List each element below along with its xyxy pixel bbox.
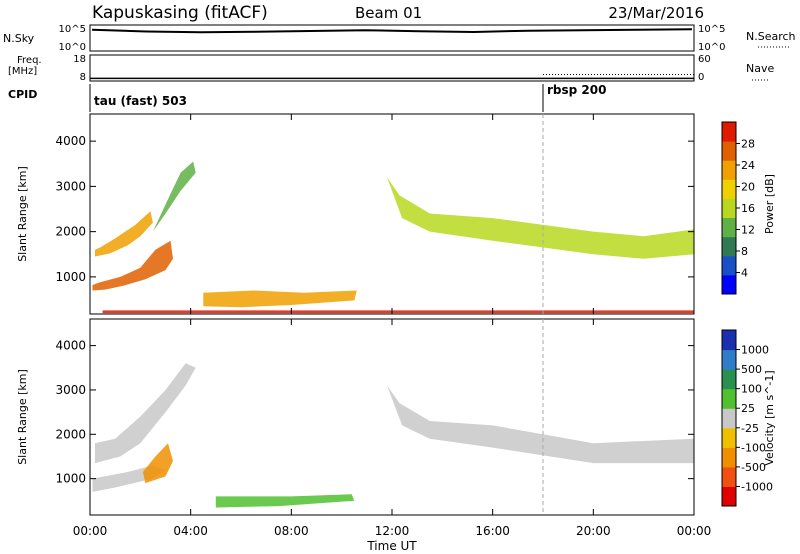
colorbar-frame (721, 329, 737, 507)
colorbar-tick-label: -500 (741, 461, 766, 474)
scatter-region-morning-grey-band (95, 363, 196, 464)
colorbar-tick-label: 20 (741, 181, 755, 194)
time-axis-label: Time UT (366, 539, 417, 553)
colorbar-segment (722, 179, 736, 199)
nsearch-label: N.Search (746, 30, 796, 43)
velocity-colorbar-label: Velocity [m s^-1] (763, 370, 776, 465)
scatter-region-morning-high-range (152, 161, 196, 232)
nsky-label: N.Sky (3, 32, 35, 45)
cpid-label: CPID (8, 88, 37, 101)
colorbar-tick-label: -100 (741, 441, 766, 454)
colorbar-segment (722, 427, 736, 448)
colorbar-tick-label: 8 (741, 245, 748, 258)
scatter-region-afternoon-grey-band (387, 385, 694, 464)
colorbar-segment (722, 122, 736, 142)
time-tick-label: 04:00 (173, 524, 208, 538)
scatter-region-midday-e-region (203, 290, 357, 308)
power-colorbar-label: Power [dB] (763, 174, 776, 234)
colorbar-tick-label: -1000 (741, 480, 773, 493)
velocity-colorbar: -1000 -500 -100 -25 25 100 500 1000 (721, 329, 773, 507)
colorbar-segment (722, 466, 736, 487)
beam-label: Beam 01 (355, 4, 422, 22)
time-tick-label: 00:00 (677, 524, 712, 538)
time-tick-label: 20:00 (576, 524, 611, 538)
colorbar-tick-label: 28 (741, 138, 755, 151)
colorbar-tick-label: 500 (741, 363, 762, 376)
colorbar-segment (722, 274, 736, 295)
colorbar-tick-label: 4 (741, 267, 748, 280)
date-label: 23/Mar/2016 (608, 4, 704, 22)
nsky-panel-frame (89, 24, 695, 52)
freq-label-2: [MHz] (8, 66, 37, 77)
nave-label: Nave (746, 62, 774, 75)
cpid-program-2: rbsp 200 (547, 83, 606, 97)
colorbar-segment (722, 369, 736, 390)
colorbar-tick-label: 1000 (741, 344, 769, 357)
colorbar-tick-label: 12 (741, 224, 755, 237)
colorbar-tick-label: 25 (741, 402, 755, 415)
colorbar-segment (722, 160, 736, 180)
colorbar-segment (722, 217, 736, 238)
colorbar-tick-label: 24 (741, 159, 755, 172)
y-tick-label: 3000 (55, 179, 86, 193)
colorbar-segment (722, 388, 736, 409)
y-tick-label: 4000 (55, 339, 86, 353)
station-title: Kapuskasing (fitACF) (92, 3, 268, 23)
scatter-region-morning-lower-band (92, 240, 173, 291)
scatter-region-morning-upper-band (95, 211, 153, 257)
colorbar-segment (722, 349, 736, 370)
nsky-right-tick-bottom: 10^0 (698, 42, 725, 53)
colorbar-tick-label: 16 (741, 202, 755, 215)
power-ylabel: Slant Range [km] (16, 166, 29, 262)
colorbar-segment (722, 141, 736, 161)
colorbar-segment (722, 198, 736, 218)
scatter-region-afternoon-band (387, 177, 694, 259)
colorbar-segment (722, 255, 736, 276)
colorbar-segment (722, 486, 736, 507)
colorbar-tick-label: -25 (741, 422, 759, 435)
velocity-scatter-regions (92, 363, 694, 508)
freq-label-1: Freq. (17, 55, 42, 66)
time-tick-label: 12:00 (375, 524, 410, 538)
time-tick-label: 08:00 (274, 524, 309, 538)
freq-right-tick-top: 60 (698, 54, 711, 65)
velocity-panel-frame (89, 318, 695, 516)
scatter-region-morning-orange-patch (142, 443, 173, 484)
power-scatter-regions (92, 161, 695, 314)
time-tick-label: 16:00 (475, 524, 510, 538)
y-tick-label: 3000 (55, 383, 86, 397)
y-tick-label: 2000 (55, 225, 86, 239)
velocity-ylabel: Slant Range [km] (16, 369, 29, 465)
y-tick-label: 1000 (55, 270, 86, 284)
y-tick-label: 1000 (55, 472, 86, 486)
nsky-left-tick-bottom: 10^0 (59, 42, 86, 53)
power-panel-frame (89, 113, 695, 315)
velocity-y-ticks: 1000 2000 3000 4000 (55, 339, 694, 486)
power-colorbar: 4 8 12 16 20 24 28 (721, 121, 755, 295)
colorbar-segment (722, 408, 736, 429)
colorbar-tick-label: 100 (741, 383, 762, 396)
scatter-region-ground-scatter-floor (102, 310, 695, 314)
power-y-ticks: 1000 2000 3000 4000 (55, 134, 694, 284)
colorbar-segment (722, 447, 736, 468)
nsky-right-tick-top: 10^5 (698, 24, 725, 35)
time-tick-label: 00:00 (73, 524, 108, 538)
cpid-program-1: tau (fast) 503 (94, 94, 187, 108)
y-tick-label: 4000 (55, 134, 86, 148)
nsky-count-line (91, 28, 693, 34)
colorbar-segment (722, 236, 736, 257)
scatter-region-midday-green-e-region (215, 494, 355, 508)
freq-right-tick-bottom: 0 (698, 72, 704, 83)
nsky-left-tick-top: 10^5 (59, 24, 86, 35)
colorbar-segment (722, 330, 736, 351)
time-axis: 00:00 04:00 08:00 12:00 16:00 20:00 00:00 (73, 114, 712, 538)
freq-left-tick-bottom: 8 (80, 72, 86, 83)
y-tick-label: 2000 (55, 427, 86, 441)
freq-left-tick-top: 18 (73, 54, 86, 65)
freq-panel-frame (89, 54, 695, 82)
